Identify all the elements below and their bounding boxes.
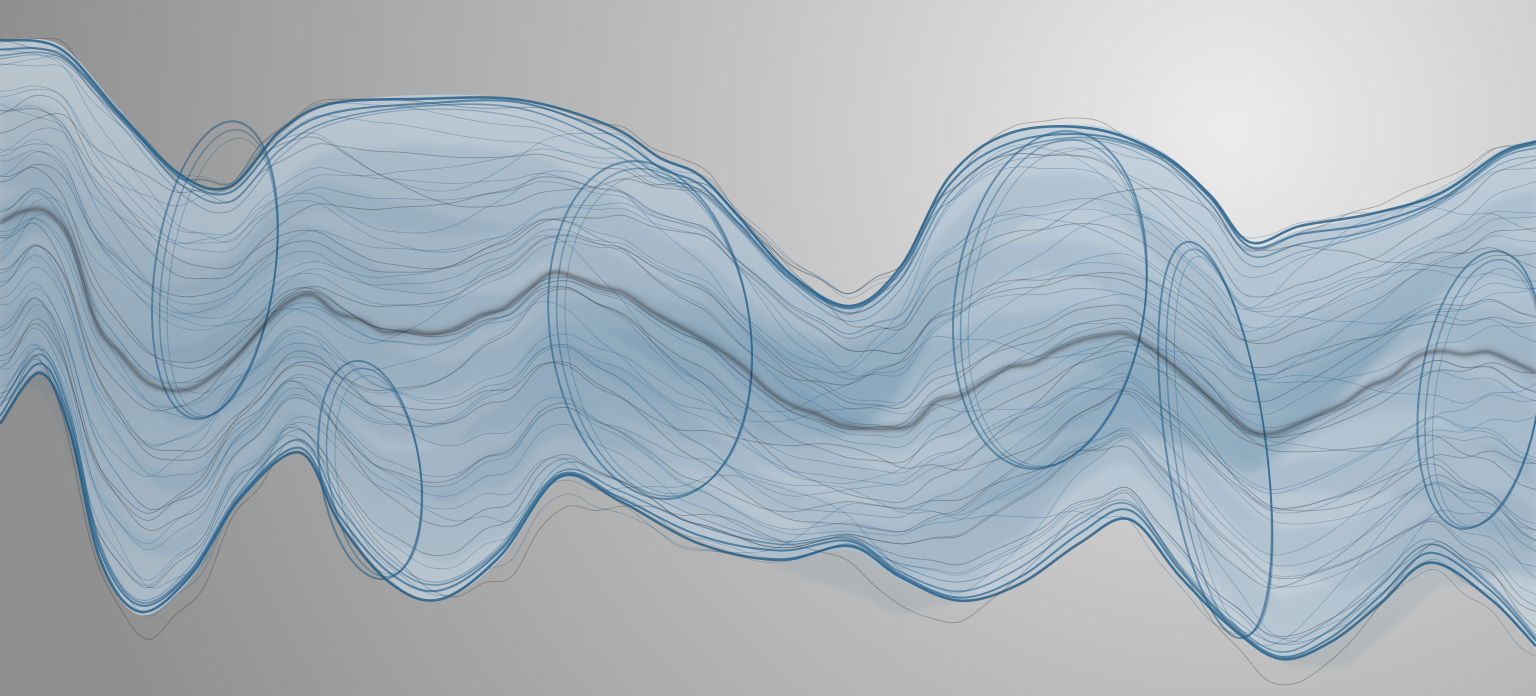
ribbon-curl <box>555 167 753 498</box>
ribbon-curl <box>334 375 424 575</box>
ribbon-curl <box>564 175 754 495</box>
ribbon-core-fold <box>0 206 1536 437</box>
ribbon-strand <box>0 107 1536 345</box>
ribbon-bottom-edge <box>0 371 1536 661</box>
ribbon-curl <box>317 359 423 581</box>
ribbon-top-edge <box>0 51 1536 314</box>
ribbon-strand <box>0 255 1536 490</box>
ribbon-top-edge <box>0 38 1536 308</box>
ribbon-veil <box>0 97 1536 426</box>
ribbon-strand <box>0 288 1536 567</box>
ribbon-bottom-edge <box>0 353 1536 653</box>
ribbon-strand <box>0 222 1536 503</box>
ribbon-strand <box>0 244 1536 512</box>
ribbon-curl <box>1424 258 1536 529</box>
ribbon-strand <box>0 355 1536 686</box>
ribbon-curl <box>166 137 278 417</box>
core-line <box>0 208 1536 435</box>
ribbon-veil <box>0 219 1536 554</box>
ribbon-strand <box>0 266 1536 495</box>
ribbon-strand <box>0 282 1536 531</box>
ribbon-strand <box>0 143 1536 373</box>
ribbon-strand <box>0 55 1536 295</box>
ribbon-strand <box>0 297 1536 589</box>
ribbon-strand <box>0 344 1536 595</box>
ribbon-strand <box>0 150 1536 380</box>
ribbon-curl <box>1416 250 1536 530</box>
ribbon-strand <box>0 167 1536 409</box>
ribbon-strand <box>0 197 1536 413</box>
ribbon-strand <box>0 138 1536 404</box>
ribbon-strand <box>0 192 1536 514</box>
ribbon-veil <box>0 153 1536 460</box>
ribbon-curl <box>1173 256 1274 634</box>
ribbon-top-edge <box>0 47 1536 310</box>
ribbon-strand <box>0 304 1536 541</box>
ribbon-strand <box>0 105 1536 382</box>
ribbon-strand <box>0 323 1536 542</box>
ribbon-strand <box>0 164 1536 386</box>
ribbon-strand <box>0 127 1536 377</box>
ribbon-curl <box>967 147 1147 467</box>
ribbon-curl <box>325 367 423 578</box>
ribbon-strand <box>0 187 1536 438</box>
ribbon-edges <box>0 38 1536 661</box>
ribbon-bottom-edge <box>0 348 1536 645</box>
ribbon-strand <box>0 218 1536 448</box>
ribbon-curl <box>1432 267 1536 527</box>
ribbon-strand <box>0 48 1536 313</box>
ribbon-strand <box>0 217 1536 429</box>
ribbon-strand <box>0 63 1536 299</box>
ribbon-curl <box>158 128 279 419</box>
ribbon-curl <box>951 130 1149 470</box>
ribbon-strand <box>0 318 1536 607</box>
ribbon-curl <box>151 120 279 420</box>
ribbon-strand <box>0 94 1536 354</box>
ribbon-curl <box>959 138 1148 469</box>
ribbon-top-edge <box>0 54 1536 323</box>
ribbon-strand <box>0 151 1536 410</box>
ribbon-strand <box>0 364 1536 639</box>
ribbon-veil <box>0 298 1536 668</box>
ribbon-strand <box>0 358 1536 637</box>
ribbon-body <box>0 38 1536 668</box>
ribbon-curl <box>547 160 753 500</box>
ribbon-strand <box>0 214 1536 452</box>
ribbon-strand <box>0 89 1536 335</box>
ribbon-bottom-edge <box>0 362 1536 658</box>
ribbon-strand <box>0 347 1536 657</box>
ribbon-strand <box>0 244 1536 556</box>
ribbon-strand <box>0 85 1536 335</box>
ribbon-strand <box>0 328 1536 588</box>
